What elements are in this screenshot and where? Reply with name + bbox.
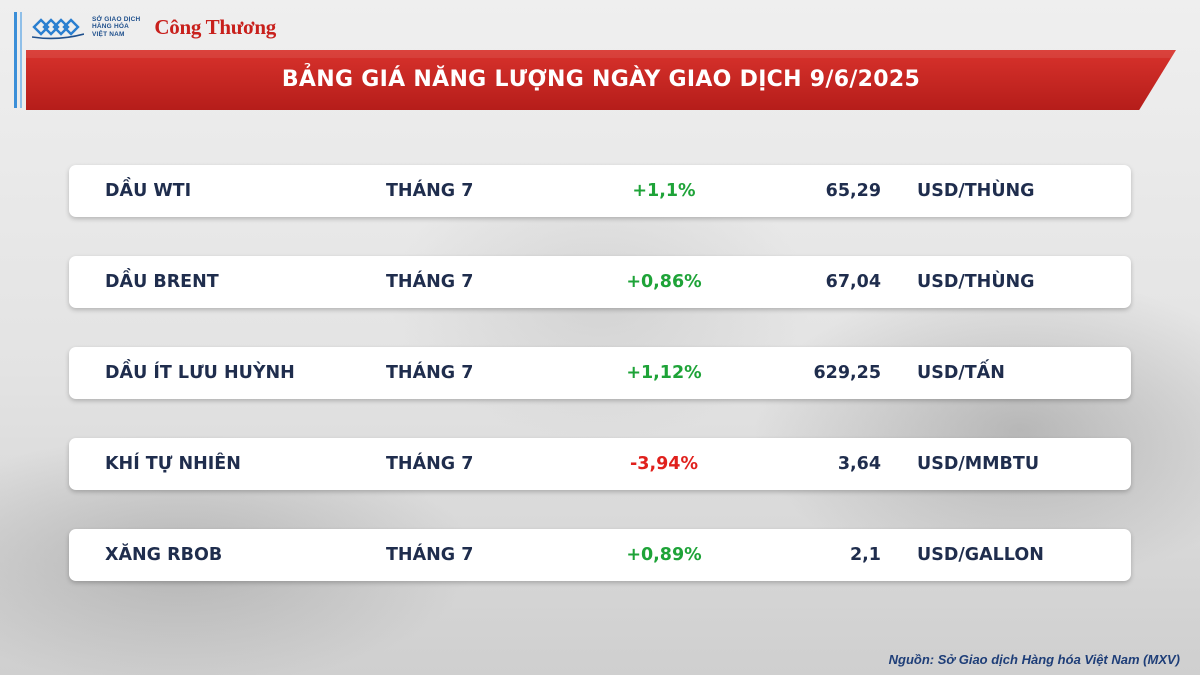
mxv-logo-icon — [32, 18, 84, 40]
commodity-name: KHÍ TỰ NHIÊN — [105, 454, 241, 474]
price-change: -3,94% — [630, 454, 698, 474]
banner-shine — [26, 50, 1176, 58]
accent-bar — [14, 12, 17, 108]
price-value: 3,64 — [837, 454, 881, 474]
price-unit: USD/GALLON — [917, 545, 1044, 565]
source-note: Nguồn: Sở Giao dịch Hàng hóa Việt Nam (M… — [888, 652, 1180, 667]
price-table: DẦU WTI THÁNG 7 +1,1% 65,29 USD/THÙNG DẦ… — [69, 165, 1131, 620]
commodity-name: DẦU WTI — [105, 181, 192, 201]
contract-month: THÁNG 7 — [386, 272, 474, 292]
congthuong-logo-text: Công Thương — [154, 14, 276, 39]
price-unit: USD/MMBTU — [917, 454, 1040, 474]
contract-month: THÁNG 7 — [386, 363, 474, 383]
table-row: XĂNG RBOB THÁNG 7 +0,89% 2,1 USD/GALLON — [69, 529, 1131, 581]
mxv-line-2: HÀNG HÓA — [92, 23, 129, 31]
contract-month: THÁNG 7 — [386, 181, 474, 201]
contract-month: THÁNG 7 — [386, 545, 474, 565]
contract-month: THÁNG 7 — [386, 454, 474, 474]
price-change: +1,12% — [626, 363, 702, 383]
price-change: +0,89% — [626, 545, 702, 565]
title-banner: BẢNG GIÁ NĂNG LƯỢNG NGÀY GIAO DỊCH 9/6/2… — [26, 50, 1176, 110]
table-row: DẦU BRENT THÁNG 7 +0,86% 67,04 USD/THÙNG — [69, 256, 1131, 308]
price-unit: USD/TẤN — [917, 363, 1005, 383]
price-value: 629,25 — [813, 363, 881, 383]
commodity-name: DẦU BRENT — [105, 272, 219, 292]
price-unit: USD/THÙNG — [917, 272, 1035, 292]
price-value: 67,04 — [825, 272, 881, 292]
header-logos: SỞ GIAO DỊCH HÀNG HÓA VIỆT NAM Công Thươ… — [32, 8, 276, 46]
table-row: DẦU ÍT LƯU HUỲNH THÁNG 7 +1,12% 629,25 U… — [69, 347, 1131, 399]
accent-bar-light — [20, 12, 22, 108]
mxv-line-1: SỞ GIAO DỊCH — [92, 15, 141, 23]
price-value: 2,1 — [849, 545, 881, 565]
mxv-line-3: VIỆT NAM — [92, 30, 125, 38]
price-change: +0,86% — [626, 272, 702, 292]
price-unit: USD/THÙNG — [917, 181, 1035, 201]
table-row: KHÍ TỰ NHIÊN THÁNG 7 -3,94% 3,64 USD/MMB… — [69, 438, 1131, 490]
price-value: 65,29 — [825, 181, 881, 201]
table-row: DẦU WTI THÁNG 7 +1,1% 65,29 USD/THÙNG — [69, 165, 1131, 217]
price-change: +1,1% — [632, 181, 696, 201]
page-title: BẢNG GIÁ NĂNG LƯỢNG NGÀY GIAO DỊCH 9/6/2… — [281, 67, 921, 92]
mxv-logo-text: SỞ GIAO DỊCH HÀNG HÓA VIỆT NAM — [92, 16, 140, 39]
commodity-name: XĂNG RBOB — [105, 545, 223, 565]
congthuong-logo: Công Thương — [154, 15, 276, 40]
commodity-name: DẦU ÍT LƯU HUỲNH — [105, 363, 295, 383]
